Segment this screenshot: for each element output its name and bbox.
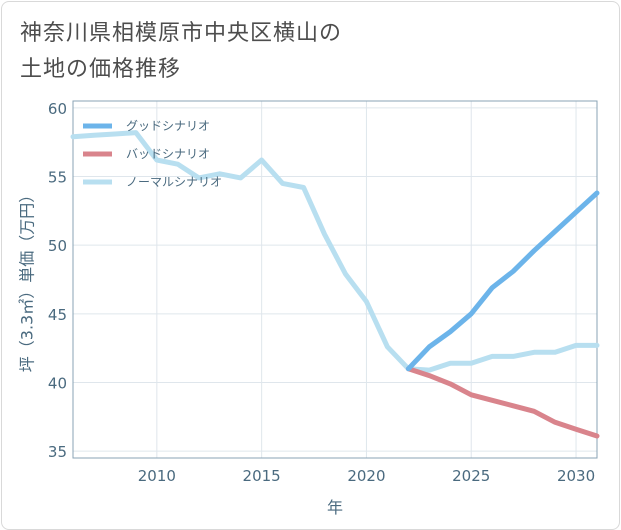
x-tick-label: 2025 bbox=[452, 467, 490, 485]
chart-title-line1: 神奈川県相模原市中央区横山の bbox=[20, 21, 343, 46]
y-tick-label: 50 bbox=[48, 237, 67, 255]
y-tick-label: 40 bbox=[48, 374, 67, 392]
y-tick-label: 45 bbox=[48, 306, 67, 324]
series-lines bbox=[70, 130, 600, 439]
y-tick-label: 35 bbox=[48, 443, 67, 461]
x-tick-label: 2015 bbox=[243, 467, 281, 485]
series-line-0 bbox=[405, 190, 600, 372]
y-tick-label: 55 bbox=[48, 169, 67, 187]
grid-lines bbox=[73, 101, 597, 458]
x-tick-label: 2010 bbox=[138, 467, 176, 485]
chart-title: 神奈川県相模原市中央区横山の 土地の価格推移 bbox=[20, 16, 580, 88]
chart-title-line2: 土地の価格推移 bbox=[20, 57, 182, 82]
series-line-2 bbox=[70, 130, 600, 373]
plot-area-border bbox=[72, 100, 598, 459]
x-tick-label: 2030 bbox=[557, 467, 595, 485]
x-tick-label: 2020 bbox=[347, 467, 385, 485]
series-line-1 bbox=[405, 366, 600, 439]
legend-label-1: バッドシナリオ bbox=[126, 147, 210, 161]
axis-ticks: 2010 2015 2020 2025 2030 35 40 45 50 55 60 bbox=[48, 100, 595, 485]
x-axis-label: 年 bbox=[327, 498, 343, 517]
legend-label-2: ノーマルシナリオ bbox=[126, 175, 222, 189]
legend-label-0: グッドシナリオ bbox=[126, 119, 210, 133]
y-tick-label: 60 bbox=[48, 100, 67, 118]
y-axis-label: 坪（3.3㎡）単価（万円） bbox=[18, 187, 37, 372]
